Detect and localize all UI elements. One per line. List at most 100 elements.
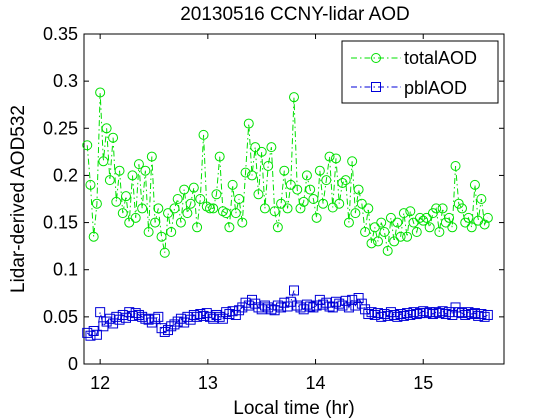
data-point-totalAOD (169, 203, 180, 214)
data-point-pblAOD (285, 296, 296, 307)
data-point-totalAOD (402, 231, 413, 242)
data-point-pblAOD (305, 301, 316, 312)
data-point-totalAOD (214, 151, 225, 162)
data-point-pblAOD (457, 308, 467, 319)
data-point-pblAOD (418, 306, 429, 317)
legend-entry-totalAOD: totalAOD (351, 48, 477, 68)
data-point-pblAOD (453, 307, 464, 318)
legend-label-totalAOD: totalAOD (404, 48, 477, 68)
data-point-pblAOD (402, 308, 413, 319)
data-point-pblAOD (382, 310, 393, 321)
data-point-totalAOD (350, 208, 361, 219)
data-point-pblAOD (311, 300, 322, 311)
data-point-pblAOD (192, 311, 203, 322)
data-point-pblAOD (179, 317, 190, 328)
data-point-pblAOD (424, 307, 435, 318)
data-point-totalAOD (192, 222, 203, 233)
data-point-pblAOD (363, 309, 374, 320)
y-tick-label: 0.2 (53, 165, 78, 185)
data-point-pblAOD (169, 319, 180, 330)
data-point-totalAOD (324, 151, 335, 162)
y-tick-label: 0.1 (53, 260, 78, 280)
data-point-totalAOD (311, 212, 322, 223)
data-point-pblAOD (437, 306, 448, 317)
data-point-totalAOD (457, 203, 467, 214)
data-point-pblAOD (356, 298, 367, 309)
x-tick-label: 14 (306, 373, 326, 393)
data-point-totalAOD (301, 170, 312, 181)
data-point-totalAOD (130, 212, 141, 223)
y-axis-tick-labels: 0 0.05 0.1 0.15 0.2 0.25 0.3 0.35 (43, 24, 78, 374)
data-point-totalAOD (424, 222, 435, 233)
data-point-pblAOD (243, 300, 254, 311)
x-tick-label: 12 (90, 373, 110, 393)
data-point-pblAOD (463, 307, 474, 318)
data-point-pblAOD (353, 293, 364, 303)
data-point-totalAOD (334, 198, 345, 209)
data-point-totalAOD (363, 203, 374, 214)
legend: totalAOD pblAOD (341, 40, 499, 104)
data-point-totalAOD (408, 217, 419, 228)
data-point-pblAOD (292, 300, 303, 311)
data-point-totalAOD (88, 231, 99, 242)
data-point-pblAOD (263, 302, 274, 313)
data-point-totalAOD (469, 179, 480, 190)
data-point-pblAOD (101, 316, 112, 327)
data-point-totalAOD (253, 189, 264, 200)
data-point-totalAOD (479, 219, 490, 230)
data-point-pblAOD (431, 307, 442, 318)
data-point-pblAOD (460, 309, 471, 320)
data-point-pblAOD (256, 304, 267, 315)
data-point-pblAOD (82, 327, 93, 338)
data-point-pblAOD (175, 313, 186, 324)
data-point-totalAOD (240, 167, 251, 178)
data-point-totalAOD (289, 92, 299, 103)
data-point-totalAOD (153, 203, 164, 214)
data-point-pblAOD (415, 308, 425, 319)
data-point-totalAOD (133, 159, 144, 170)
data-point-pblAOD (405, 309, 416, 320)
data-point-totalAOD (321, 175, 332, 186)
data-point-totalAOD (121, 191, 131, 202)
data-point-totalAOD (82, 140, 93, 151)
data-point-totalAOD (266, 142, 277, 153)
data-point-totalAOD (185, 198, 196, 209)
data-point-pblAOD (389, 309, 400, 320)
data-point-totalAOD (104, 175, 115, 186)
legend-marker-pblAOD (371, 82, 381, 92)
data-point-totalAOD (285, 179, 296, 190)
data-point-totalAOD (101, 123, 112, 134)
data-point-totalAOD (292, 184, 303, 195)
data-point-pblAOD (117, 309, 128, 320)
data-point-totalAOD (217, 206, 228, 217)
data-point-totalAOD (389, 236, 400, 247)
data-point-pblAOD (289, 285, 299, 296)
data-point-totalAOD (188, 182, 199, 193)
data-point-totalAOD (279, 165, 290, 176)
data-point-totalAOD (272, 222, 283, 233)
legend-box (341, 40, 499, 104)
data-point-pblAOD (198, 310, 209, 321)
data-point-totalAOD (259, 203, 270, 214)
data-point-pblAOD (369, 309, 380, 320)
data-point-totalAOD (243, 118, 254, 129)
data-point-totalAOD (369, 222, 380, 233)
data-point-pblAOD (411, 309, 422, 320)
data-point-pblAOD (211, 309, 222, 320)
data-point-totalAOD (366, 238, 377, 249)
data-point-totalAOD (314, 165, 325, 176)
data-point-pblAOD (318, 299, 329, 310)
data-point-pblAOD (350, 300, 361, 311)
data-point-pblAOD (133, 309, 144, 320)
data-point-pblAOD (295, 302, 306, 313)
data-point-totalAOD (444, 212, 455, 223)
data-point-totalAOD (463, 212, 474, 223)
data-point-totalAOD (224, 222, 235, 233)
data-point-pblAOD (476, 309, 487, 320)
data-point-pblAOD (127, 310, 138, 321)
data-point-pblAOD (146, 317, 157, 328)
data-point-pblAOD (121, 312, 131, 323)
data-point-totalAOD (237, 217, 248, 228)
data-point-totalAOD (392, 217, 403, 228)
